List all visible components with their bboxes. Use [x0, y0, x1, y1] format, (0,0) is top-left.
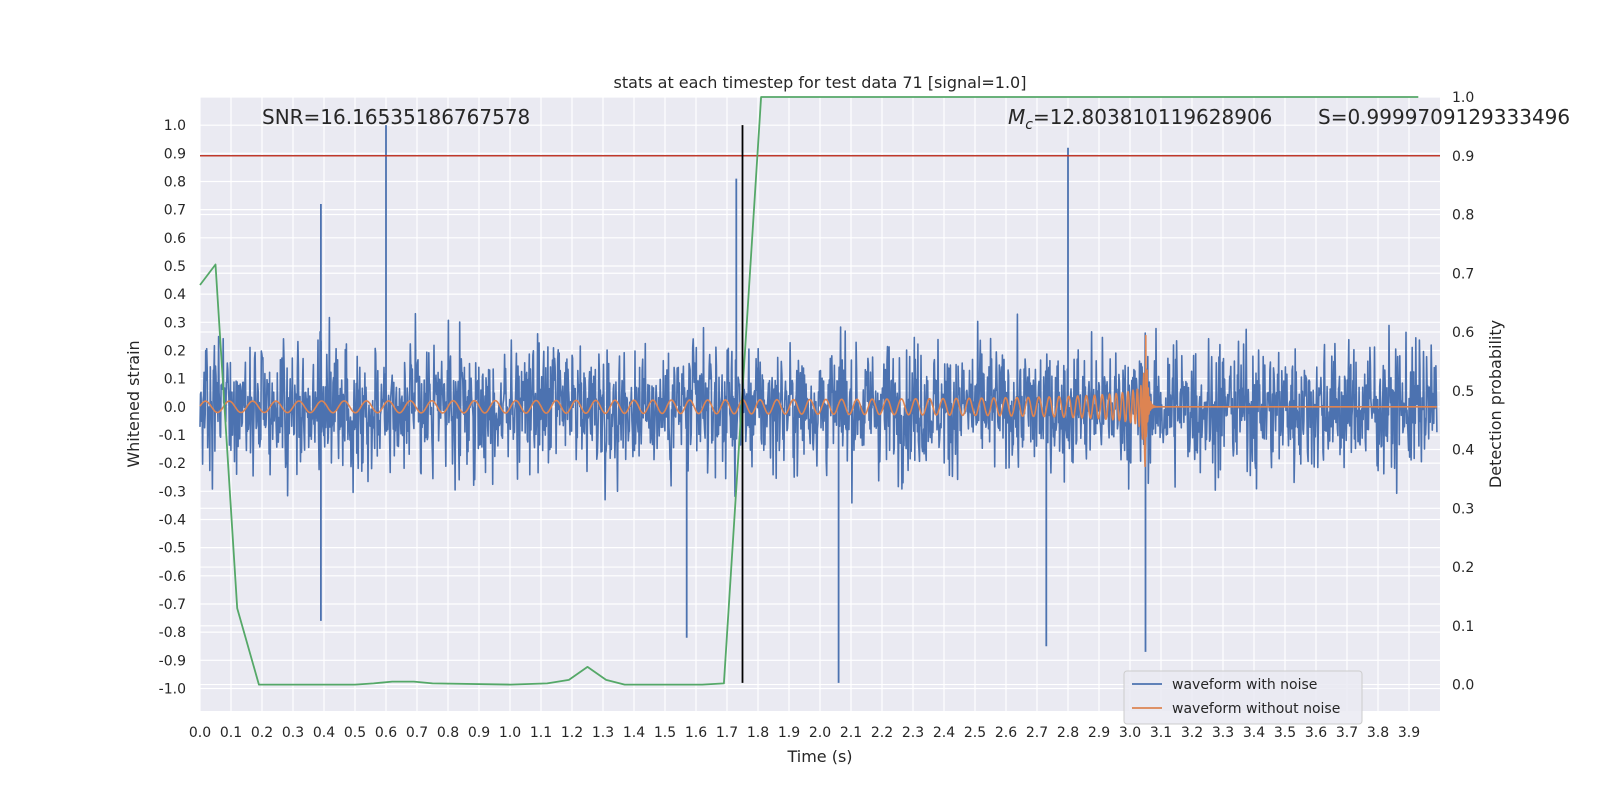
series-waveform-with-noise [199, 312, 1438, 504]
x-tick-label: 0.8 [437, 725, 459, 741]
x-tick-label: 3.3 [1212, 725, 1234, 741]
y-left-tick-label: 1.0 [164, 118, 186, 134]
mc-value: =12.803810119628906 [1033, 105, 1272, 129]
y-right-tick-label: 0.3 [1452, 501, 1474, 517]
x-tick-label: 2.8 [1057, 725, 1079, 741]
x-tick-label: 2.2 [871, 725, 893, 741]
s-annotation: S=0.9999709129333496 [1318, 105, 1570, 129]
x-tick-label: 2.3 [902, 725, 924, 741]
y-right-tick-label: 0.7 [1452, 266, 1474, 282]
y-left-tick-label: 0.6 [164, 231, 186, 247]
x-tick-label: 0.0 [189, 725, 211, 741]
y-left-tick-label: -0.2 [159, 456, 186, 472]
x-tick-label: 1.6 [685, 725, 707, 741]
x-tick-label: 1.5 [654, 725, 676, 741]
x-tick-label: 2.7 [1026, 725, 1048, 741]
y-right-tick-label: 0.9 [1452, 149, 1474, 165]
y-left-tick-label: -0.5 [159, 541, 186, 557]
snr-annotation: SNR=16.16535186767578 [262, 105, 530, 129]
noise-series [199, 125, 1438, 683]
y-right-tick-label: 0.0 [1452, 678, 1474, 694]
x-tick-label: 3.2 [1181, 725, 1203, 741]
legend-label-clean: waveform without noise [1172, 701, 1340, 717]
x-tick-label: 0.7 [406, 725, 428, 741]
y-left-tick-label: 0.9 [164, 146, 186, 162]
x-tick-label: 1.1 [530, 725, 552, 741]
y-left-tick-label: 0.7 [164, 203, 186, 219]
x-tick-label: 3.1 [1150, 725, 1172, 741]
x-tick-label: 3.8 [1367, 725, 1389, 741]
y-left-tick-label: -0.7 [159, 597, 186, 613]
y-right-tick-label: 0.4 [1452, 443, 1474, 459]
legend: waveform with noise waveform without noi… [1123, 670, 1363, 725]
legend-label-noise: waveform with noise [1172, 677, 1317, 693]
x-tick-label: 2.4 [933, 725, 955, 741]
x-tick-label: 3.0 [1119, 725, 1141, 741]
y-left-tick-label: 0.8 [164, 174, 186, 190]
x-tick-label: 2.1 [840, 725, 862, 741]
x-tick-label: 0.9 [468, 725, 490, 741]
y-right-tick-label: 0.8 [1452, 208, 1474, 224]
y-left-tick-label: -0.9 [159, 653, 186, 669]
x-tick-label: 2.9 [1088, 725, 1110, 741]
x-tick-label: 1.7 [716, 725, 738, 741]
y-left-axis-ticks: 1.0 0.9 0.8 0.7 0.6 0.5 0.4 0.3 0.2 0.1 0.0 -0.1 -0.… [159, 118, 186, 697]
x-tick-label: 3.5 [1274, 725, 1296, 741]
x-tick-label: 0.6 [375, 725, 397, 741]
y-left-tick-label: -0.8 [159, 625, 186, 641]
mc-symbol: M [1008, 105, 1025, 129]
series-waveform-without-noise [199, 334, 1438, 468]
y-left-tick-label: 0.0 [164, 400, 186, 416]
y-right-tick-label: 0.1 [1452, 619, 1474, 635]
x-tick-label: 1.2 [561, 725, 583, 741]
y-left-tick-label: -1.0 [159, 681, 186, 697]
x-axis-ticks: 0.0 0.1 0.2 0.3 0.4 0.5 0.6 0.7 0.8 0.9 1.0 1.1 1.2 1… [189, 725, 1420, 741]
y-left-axis-label: Whitened strain [124, 340, 143, 467]
y-right-axis-ticks: 1.0 0.9 0.8 0.7 0.6 0.5 0.4 0.3 0.2 0.1 0.0 [1452, 90, 1474, 694]
y-right-tick-label: 1.0 [1452, 90, 1474, 106]
x-tick-label: 1.0 [499, 725, 521, 741]
y-left-tick-label: -0.4 [159, 512, 186, 528]
x-tick-label: 0.2 [251, 725, 273, 741]
y-right-axis-label: Detection probability [1486, 320, 1505, 488]
y-left-tick-label: 0.4 [164, 287, 186, 303]
y-left-tick-label: 0.2 [164, 343, 186, 359]
x-tick-label: 3.7 [1336, 725, 1358, 741]
y-right-tick-label: 0.2 [1452, 560, 1474, 576]
x-tick-label: 1.3 [592, 725, 614, 741]
y-right-tick-label: 0.6 [1452, 325, 1474, 341]
y-right-tick-label: 0.5 [1452, 384, 1474, 400]
y-left-tick-label: -0.6 [159, 569, 186, 585]
x-tick-label: 0.5 [344, 725, 366, 741]
x-tick-label: 1.9 [778, 725, 800, 741]
x-tick-label: 3.6 [1305, 725, 1327, 741]
mc-subscript: c [1025, 117, 1033, 133]
x-axis-label: Time (s) [786, 747, 852, 766]
x-tick-label: 2.6 [995, 725, 1017, 741]
x-tick-label: 3.9 [1398, 725, 1420, 741]
x-tick-label: 0.4 [313, 725, 335, 741]
series-detection-probability [199, 96, 1419, 686]
x-tick-label: 0.3 [282, 725, 304, 741]
y-left-tick-label: -0.1 [159, 428, 186, 444]
y-left-tick-label: 0.1 [164, 372, 186, 388]
x-tick-label: 3.4 [1243, 725, 1265, 741]
legend-box [1123, 670, 1363, 725]
chart-title: stats at each timestep for test data 71 … [614, 73, 1027, 92]
y-left-tick-label: 0.3 [164, 315, 186, 331]
x-tick-label: 2.0 [809, 725, 831, 741]
x-tick-label: 1.8 [747, 725, 769, 741]
x-tick-label: 2.5 [964, 725, 986, 741]
y-left-tick-label: 0.5 [164, 259, 186, 275]
x-tick-label: 0.1 [220, 725, 242, 741]
y-left-tick-label: -0.3 [159, 484, 186, 500]
x-tick-label: 1.4 [623, 725, 645, 741]
mc-annotation: Mc=12.803810119628906 [1008, 105, 1272, 133]
